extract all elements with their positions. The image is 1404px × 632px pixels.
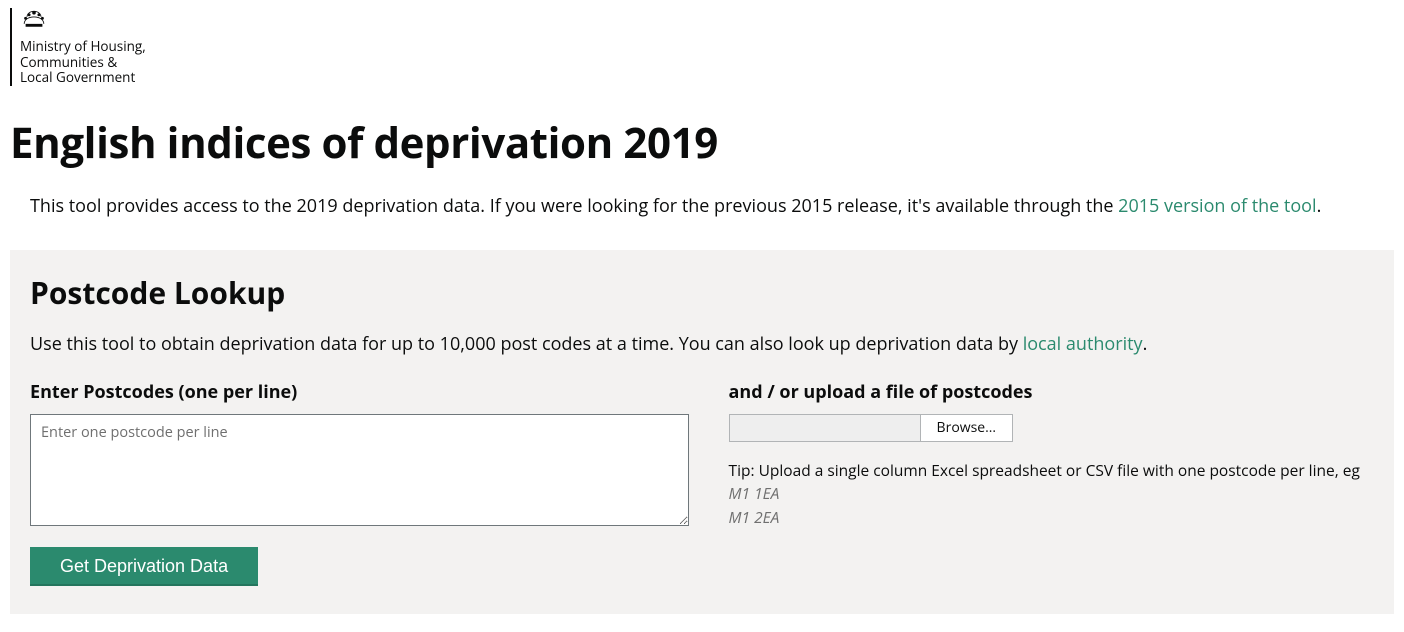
ministry-name: Ministry of Housing, Communities & Local…	[20, 39, 146, 86]
postcodes-textarea-label: Enter Postcodes (one per line)	[30, 380, 689, 404]
intro-text-post: .	[1317, 194, 1322, 218]
intro-paragraph: This tool provides access to the 2019 de…	[30, 193, 1394, 220]
link-local-authority[interactable]: local authority	[1023, 332, 1143, 356]
page-title: English indices of deprivation 2019	[10, 114, 1394, 171]
tip-example-2: M1 2EA	[729, 507, 1374, 529]
get-deprivation-data-button[interactable]: Get Deprivation Data	[30, 547, 258, 586]
file-name-display	[730, 415, 920, 441]
panel-heading: Postcode Lookup	[30, 272, 1374, 313]
browse-button[interactable]: Browse…	[920, 415, 1012, 441]
ministry-logo-block: Ministry of Housing, Communities & Local…	[10, 8, 146, 86]
panel-desc-pre: Use this tool to obtain deprivation data…	[30, 332, 1023, 356]
intro-text: This tool provides access to the 2019 de…	[30, 194, 1118, 218]
crown-crest-icon	[20, 8, 48, 30]
panel-description: Use this tool to obtain deprivation data…	[30, 331, 1374, 358]
tip-text: Tip: Upload a single column Excel spread…	[729, 459, 1360, 481]
tip-example-1: M1 1EA	[729, 483, 1374, 505]
postcode-lookup-panel: Postcode Lookup Use this tool to obtain …	[10, 250, 1394, 614]
upload-tip: Tip: Upload a single column Excel spread…	[729, 460, 1374, 529]
postcodes-textarea[interactable]	[30, 414, 689, 526]
link-2015-version[interactable]: 2015 version of the tool	[1118, 194, 1316, 218]
panel-desc-post: .	[1143, 332, 1148, 356]
upload-label: and / or upload a file of postcodes	[729, 380, 1374, 404]
file-upload-control[interactable]: Browse…	[729, 414, 1013, 442]
